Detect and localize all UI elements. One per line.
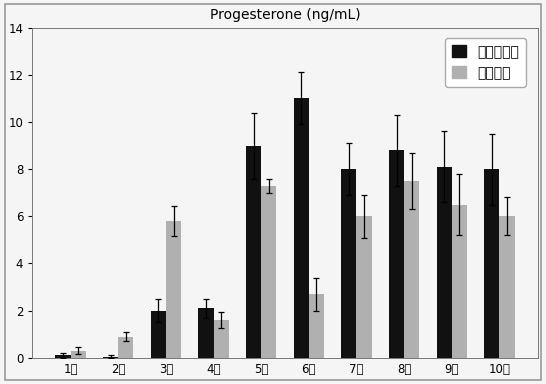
Bar bbox=[213, 320, 229, 358]
Bar bbox=[55, 356, 70, 358]
Bar bbox=[166, 221, 181, 358]
Bar bbox=[246, 146, 261, 358]
Title: Progesterone (ng/mL): Progesterone (ng/mL) bbox=[210, 8, 360, 22]
Bar bbox=[309, 294, 324, 358]
Bar bbox=[70, 351, 86, 358]
Bar bbox=[341, 169, 357, 358]
Bar bbox=[484, 169, 500, 358]
Bar bbox=[151, 311, 166, 358]
Bar bbox=[437, 167, 452, 358]
Bar bbox=[500, 216, 515, 358]
Bar bbox=[389, 150, 404, 358]
Bar bbox=[357, 216, 372, 358]
Bar bbox=[103, 357, 118, 358]
Legend: 표준에너지, 고에너지: 표준에너지, 고에너지 bbox=[445, 38, 526, 87]
Bar bbox=[294, 98, 309, 358]
Bar bbox=[261, 185, 276, 358]
Bar bbox=[198, 308, 213, 358]
Bar bbox=[118, 337, 133, 358]
Bar bbox=[452, 205, 467, 358]
Bar bbox=[404, 181, 419, 358]
